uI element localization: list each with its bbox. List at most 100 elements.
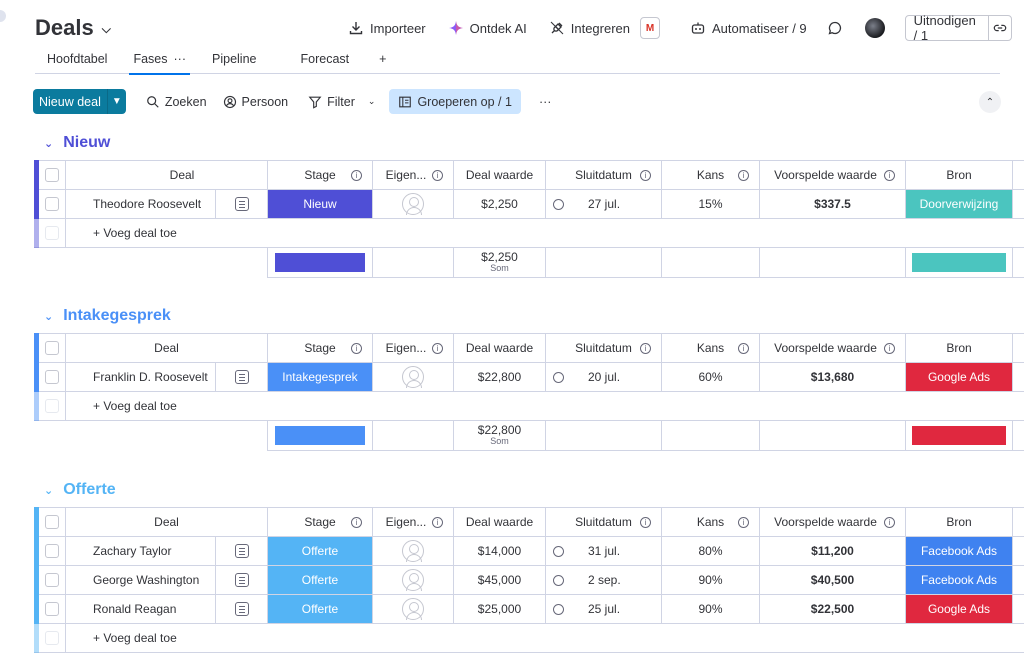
group-by-button[interactable]: Groeperen op / 1: [389, 89, 521, 114]
source-cell[interactable]: Doorverwijzing: [905, 190, 1012, 218]
add-deal-input[interactable]: + Voeg deal toe: [65, 624, 1024, 652]
deal-name-cell[interactable]: Franklin D. Roosevelt: [65, 363, 215, 391]
reminder-icon[interactable]: [553, 198, 564, 210]
item-updates-button[interactable]: [215, 595, 267, 623]
chevron-down-icon[interactable]: ⌄: [44, 137, 54, 150]
chance-cell[interactable]: 60%: [661, 363, 759, 391]
reminder-icon[interactable]: [553, 371, 564, 383]
select-all-checkbox[interactable]: [45, 168, 59, 182]
stage-cell[interactable]: Nieuw: [267, 190, 372, 218]
forecast-cell[interactable]: $40,500: [759, 566, 905, 594]
close-date-cell[interactable]: 27 jul.: [545, 190, 661, 218]
chevron-down-icon[interactable]: ⌵: [101, 21, 111, 36]
add-deal-input[interactable]: + Voeg deal toe: [65, 219, 1024, 247]
chevron-down-icon[interactable]: ▼: [111, 96, 122, 107]
info-icon[interactable]: i: [738, 170, 749, 181]
chance-cell[interactable]: 90%: [661, 595, 759, 623]
search-button[interactable]: Zoeken: [146, 95, 207, 109]
forecast-cell[interactable]: $11,200: [759, 537, 905, 565]
deal-value-cell[interactable]: $2,250: [453, 190, 545, 218]
chance-cell[interactable]: 90%: [661, 566, 759, 594]
row-checkbox[interactable]: [45, 197, 59, 211]
deal-value-cell[interactable]: $22,800: [453, 363, 545, 391]
column-header-deal-value[interactable]: Deal waarde: [453, 508, 545, 536]
source-cell[interactable]: Google Ads: [905, 595, 1012, 623]
person-filter-button[interactable]: Persoon: [223, 95, 288, 109]
gmail-icon[interactable]: M: [640, 17, 660, 39]
deal-value-cell[interactable]: $25,000: [453, 595, 545, 623]
info-icon[interactable]: i: [640, 343, 651, 354]
info-icon[interactable]: i: [738, 343, 749, 354]
owner-cell[interactable]: [372, 190, 453, 218]
tab-pipeline[interactable]: Pipeline: [200, 48, 268, 74]
item-updates-button[interactable]: [215, 537, 267, 565]
item-updates-button[interactable]: [215, 363, 267, 391]
info-icon[interactable]: i: [884, 170, 895, 181]
new-deal-label[interactable]: Nieuw deal: [33, 89, 108, 114]
add-deal-input[interactable]: + Voeg deal toe: [65, 392, 1024, 420]
info-icon[interactable]: i: [640, 517, 651, 528]
updates-button[interactable]: [823, 14, 847, 42]
integrate-button[interactable]: Integreren M: [545, 14, 664, 42]
invite-label[interactable]: Uitnodigen / 1: [906, 13, 990, 43]
toolbar-more-icon[interactable]: ···: [538, 94, 552, 109]
column-header-source[interactable]: Bron: [905, 334, 1012, 362]
info-icon[interactable]: i: [432, 343, 443, 354]
item-updates-button[interactable]: [215, 566, 267, 594]
row-checkbox[interactable]: [45, 370, 59, 384]
stage-cell[interactable]: Intakegesprek: [267, 363, 372, 391]
column-header-stage[interactable]: Stage i: [267, 161, 372, 189]
chance-cell[interactable]: 15%: [661, 190, 759, 218]
select-all-checkbox[interactable]: [45, 341, 59, 355]
column-header-source[interactable]: Bron: [905, 508, 1012, 536]
new-deal-button[interactable]: Nieuw deal ▼: [33, 89, 126, 114]
owner-cell[interactable]: [372, 537, 453, 565]
item-updates-button[interactable]: [215, 190, 267, 218]
select-all-checkbox[interactable]: [45, 515, 59, 529]
add-view-button[interactable]: +: [367, 48, 398, 74]
automate-button[interactable]: Automatiseer / 9: [686, 14, 811, 42]
copy-link-icon[interactable]: [989, 16, 1011, 40]
deal-name-cell[interactable]: Theodore Roosevelt: [65, 190, 215, 218]
column-header-chance[interactable]: Kans i: [661, 508, 759, 536]
tab-fases[interactable]: Fases ···: [121, 48, 198, 75]
add-deal-row[interactable]: + Voeg deal toe: [34, 218, 1024, 248]
user-avatar[interactable]: [861, 14, 889, 42]
column-header-chance[interactable]: Kans i: [661, 334, 759, 362]
reminder-icon[interactable]: [553, 603, 564, 615]
tab-forecast[interactable]: Forecast: [289, 48, 362, 74]
close-date-cell[interactable]: 20 jul.: [545, 363, 661, 391]
table-row[interactable]: George Washington Offerte $45,000 2 sep.…: [34, 565, 1024, 595]
discover-ai-button[interactable]: Ontdek AI: [444, 14, 531, 42]
forecast-cell[interactable]: $337.5: [759, 190, 905, 218]
side-panel-handle[interactable]: [0, 10, 6, 22]
column-header-close-date[interactable]: Sluitdatum i: [545, 161, 661, 189]
group-title[interactable]: ⌄ Intakegesprek: [44, 307, 171, 325]
info-icon[interactable]: i: [738, 517, 749, 528]
column-header-owner[interactable]: Eigen... i: [372, 161, 453, 189]
column-header-deal[interactable]: Deal: [65, 508, 267, 536]
tab-options-icon[interactable]: ···: [173, 52, 187, 66]
source-cell[interactable]: Facebook Ads: [905, 566, 1012, 594]
info-icon[interactable]: i: [884, 517, 895, 528]
forecast-cell[interactable]: $22,500: [759, 595, 905, 623]
column-header-forecast[interactable]: Voorspelde waarde i: [759, 334, 905, 362]
column-header-owner[interactable]: Eigen... i: [372, 508, 453, 536]
column-header-forecast[interactable]: Voorspelde waarde i: [759, 508, 905, 536]
reminder-icon[interactable]: [553, 545, 564, 557]
column-header-stage[interactable]: Stage i: [267, 334, 372, 362]
filter-button[interactable]: Filter ⌄: [308, 95, 375, 109]
column-header-deal-value[interactable]: Deal waarde: [453, 334, 545, 362]
info-icon[interactable]: i: [351, 517, 362, 528]
stage-cell[interactable]: Offerte: [267, 595, 372, 623]
stage-cell[interactable]: Offerte: [267, 537, 372, 565]
owner-cell[interactable]: [372, 363, 453, 391]
deal-name-cell[interactable]: Zachary Taylor: [65, 537, 215, 565]
info-icon[interactable]: i: [351, 170, 362, 181]
owner-cell[interactable]: [372, 566, 453, 594]
group-title[interactable]: ⌄ Offerte: [44, 481, 116, 499]
column-header-close-date[interactable]: Sluitdatum i: [545, 334, 661, 362]
board-title[interactable]: Deals ⌵: [35, 15, 111, 41]
info-icon[interactable]: i: [884, 343, 895, 354]
info-icon[interactable]: i: [351, 343, 362, 354]
